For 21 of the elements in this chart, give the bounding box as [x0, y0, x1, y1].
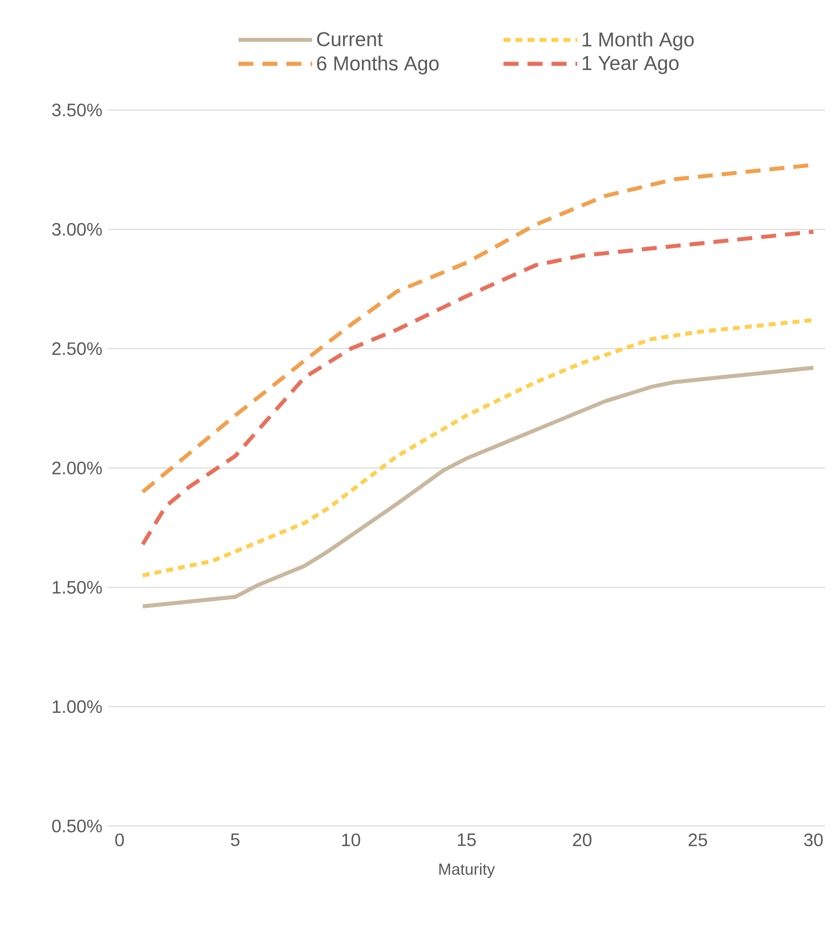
x-tick-label: 0	[115, 834, 124, 846]
legend-label: 6 Months Ago	[317, 56, 439, 74]
x-tick-label: 30	[804, 834, 823, 846]
line-series	[140, 366, 816, 608]
y-tick-label: 3.50%	[52, 104, 102, 116]
y-tick-label: 2.50%	[52, 342, 102, 356]
legend-label: Current	[317, 32, 383, 46]
line-series	[140, 230, 816, 546]
y-tick-label: 3.00%	[52, 222, 102, 236]
x-axis-title: Maturity	[439, 863, 495, 878]
legend-label: 1 Month Ago	[582, 32, 694, 50]
y-tick-label: 0.50%	[52, 820, 102, 832]
y-tick-label: 1.00%	[52, 700, 102, 714]
y-tick-label: 1.50%	[52, 580, 102, 594]
x-tick-label: 15	[458, 834, 476, 846]
x-tick-label: 5	[230, 834, 240, 846]
y-tick-label: 2.00%	[52, 462, 102, 474]
x-tick-label: 20	[573, 834, 592, 846]
x-tick-label: 10	[342, 834, 360, 846]
x-tick-label: 25	[688, 834, 708, 846]
legend-label: 1 Year Ago	[582, 56, 679, 74]
